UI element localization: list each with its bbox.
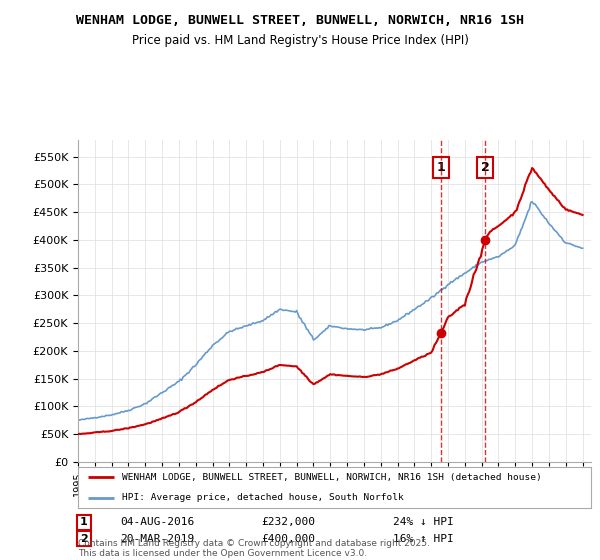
Text: 20-MAR-2019: 20-MAR-2019	[120, 534, 194, 544]
Text: Contains HM Land Registry data © Crown copyright and database right 2025.
This d: Contains HM Land Registry data © Crown c…	[78, 539, 430, 558]
Text: 24% ↓ HPI: 24% ↓ HPI	[393, 517, 454, 528]
Text: 2: 2	[481, 161, 490, 174]
Text: HPI: Average price, detached house, South Norfolk: HPI: Average price, detached house, Sout…	[122, 493, 403, 502]
Text: 1: 1	[80, 517, 88, 528]
Text: £232,000: £232,000	[261, 517, 315, 528]
Text: Price paid vs. HM Land Registry's House Price Index (HPI): Price paid vs. HM Land Registry's House …	[131, 34, 469, 46]
Text: 16% ↑ HPI: 16% ↑ HPI	[393, 534, 454, 544]
Text: 04-AUG-2016: 04-AUG-2016	[120, 517, 194, 528]
Text: 1: 1	[437, 161, 445, 174]
Text: £400,000: £400,000	[261, 534, 315, 544]
Text: WENHAM LODGE, BUNWELL STREET, BUNWELL, NORWICH, NR16 1SH (detached house): WENHAM LODGE, BUNWELL STREET, BUNWELL, N…	[122, 473, 541, 482]
Text: 2: 2	[80, 534, 88, 544]
Text: WENHAM LODGE, BUNWELL STREET, BUNWELL, NORWICH, NR16 1SH: WENHAM LODGE, BUNWELL STREET, BUNWELL, N…	[76, 14, 524, 27]
